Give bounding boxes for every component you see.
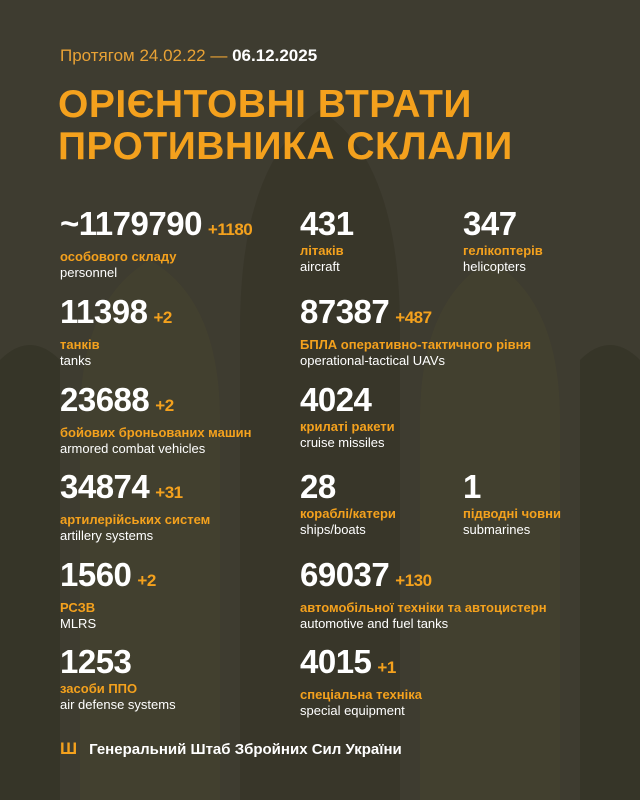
stat-label-ua: РСЗВ	[60, 600, 96, 615]
stat-item: 4024 крилаті ракети cruise missiles	[300, 382, 395, 451]
stat-label-en: special equipment	[300, 703, 405, 718]
title-line-1: ОРІЄНТОВНІ ВТРАТИ	[58, 83, 472, 126]
stat-value: 87387	[300, 293, 390, 330]
stat-label-en: automotive and fuel tanks	[300, 616, 449, 631]
stat-value-row: 4015 +1	[300, 644, 422, 686]
stat-item: 11398 +2 танків tanks	[60, 294, 172, 369]
stat-item: 28 кораблі/катери ships/boats	[300, 469, 396, 538]
stat-label-ua: літаків	[300, 243, 344, 258]
stat-item: 1560 +2 РСЗВ MLRS	[60, 557, 156, 632]
stat-label-en: tanks	[60, 353, 92, 368]
title-line-2: ПРОТИВНИКА СКЛАЛИ	[58, 125, 513, 168]
stat-value-row: ~1179790 +1180	[60, 205, 253, 248]
stat-value-row: 23688 +2	[60, 382, 252, 424]
stat-item: 1 підводні човни submarines	[463, 469, 561, 538]
stat-item: 34874 +31 артилерійських систем artillery s…	[60, 469, 210, 544]
stat-value: 69037	[300, 556, 390, 593]
stat-delta: +1	[377, 658, 396, 677]
stat-item: 23688 +2 бойових броньованих машин armored …	[60, 382, 252, 457]
stat-value-row: 347	[463, 206, 543, 242]
stat-value: 23688	[60, 381, 150, 418]
stat-value-row: 1253	[60, 644, 176, 680]
stat-value: 4024	[300, 381, 372, 418]
stat-label-ua: танків	[60, 337, 100, 352]
stat-label-en: cruise missiles	[300, 435, 385, 450]
stat-value: 347	[463, 205, 517, 242]
stat-item: ~1179790 +1180 особового складу personnel	[60, 205, 253, 281]
stat-label-ua: бойових броньованих машин	[60, 425, 252, 440]
stat-label-ua: БПЛА оперативно-тактичного рівня	[300, 337, 532, 352]
stat-label-ua: автомобільної техніки та автоцистерн	[300, 600, 547, 615]
stat-value: 4015	[300, 643, 372, 680]
stat-item: 431 літаків aircraft	[300, 206, 354, 275]
stat-value-row: 11398 +2	[60, 294, 172, 336]
stat-label-ua: крилаті ракети	[300, 419, 395, 434]
stat-label-en: submarines	[463, 522, 531, 537]
stat-label-ua: засоби ППО	[60, 681, 138, 696]
stat-label-en: aircraft	[300, 259, 340, 274]
stat-delta: +2	[155, 396, 174, 415]
stat-label-ua: артилерійських систем	[60, 512, 211, 527]
stat-value-row: 4024	[300, 382, 395, 418]
stat-label-ua: кораблі/катери	[300, 506, 396, 521]
stat-value: 1253	[60, 643, 132, 680]
stat-item: 4015 +1 спеціальна техніка special equipmen…	[300, 644, 422, 719]
stat-value: 28	[300, 468, 336, 505]
stat-value-row: 1	[463, 469, 561, 505]
page-title: ОРІЄНТОВНІ ВТРАТИ ПРОТИВНИКА СКЛАЛИ	[58, 84, 513, 168]
period-end: 06.12.2025	[232, 46, 318, 65]
stat-item: 347 гелікоптерів helicopters	[463, 206, 543, 275]
stat-value-row: 34874 +31	[60, 469, 210, 511]
trident-icon: Ш	[60, 739, 78, 758]
stat-label-ua: спеціальна техніка	[300, 687, 422, 702]
stat-label-ua: підводні човни	[463, 506, 561, 521]
footer-text: Генеральний Штаб Збройних Сил України	[89, 740, 402, 758]
period-subtitle: Протягом 24.02.22 — 06.12.2025	[60, 46, 317, 66]
stat-label-ua: особового складу	[60, 249, 177, 264]
stat-value-row: 87387 +487	[300, 294, 531, 336]
stat-label-en: artillery systems	[60, 528, 154, 543]
stat-item: 69037 +130 автомобільної техніки та автоци…	[300, 557, 547, 632]
stat-delta: +1180	[207, 220, 253, 239]
stat-item: 87387 +487 БПЛА оперативно-тактичного рівн…	[300, 294, 531, 369]
stat-delta: +487	[395, 308, 432, 327]
stat-label-en: ships/boats	[300, 522, 366, 537]
stat-value: 1	[463, 468, 481, 505]
stat-label-en: armored combat vehicles	[60, 441, 206, 456]
stat-delta: +2	[137, 571, 156, 590]
stat-label-en: operational-tactical UAVs	[300, 353, 445, 368]
stat-value: 34874	[60, 468, 150, 505]
stat-label-en: air defense systems	[60, 697, 176, 712]
stat-value: 1560	[60, 556, 132, 593]
period-prefix: Протягом 24.02.22 —	[60, 46, 228, 65]
stat-value-row: 69037 +130	[300, 557, 547, 599]
stat-value-row: 1560 +2	[60, 557, 156, 599]
stat-delta: +31	[155, 483, 183, 502]
stat-label-en: personnel	[60, 265, 118, 280]
stat-value: 431	[300, 205, 354, 242]
stat-value: 11398	[60, 293, 148, 330]
stat-label-en: helicopters	[463, 259, 526, 274]
stat-label-en: MLRS	[60, 616, 97, 631]
stat-item: 1253 засоби ППО air defense systems	[60, 644, 176, 713]
stat-label-ua: гелікоптерів	[463, 243, 543, 258]
stat-delta: +2	[153, 308, 172, 327]
stat-value-row: 28	[300, 469, 396, 505]
stat-value-row: 431	[300, 206, 354, 242]
stat-value: ~1179790	[60, 205, 202, 242]
stat-delta: +130	[395, 571, 432, 590]
footer: Ш Генеральний Штаб Збройних Сил України	[60, 739, 402, 759]
